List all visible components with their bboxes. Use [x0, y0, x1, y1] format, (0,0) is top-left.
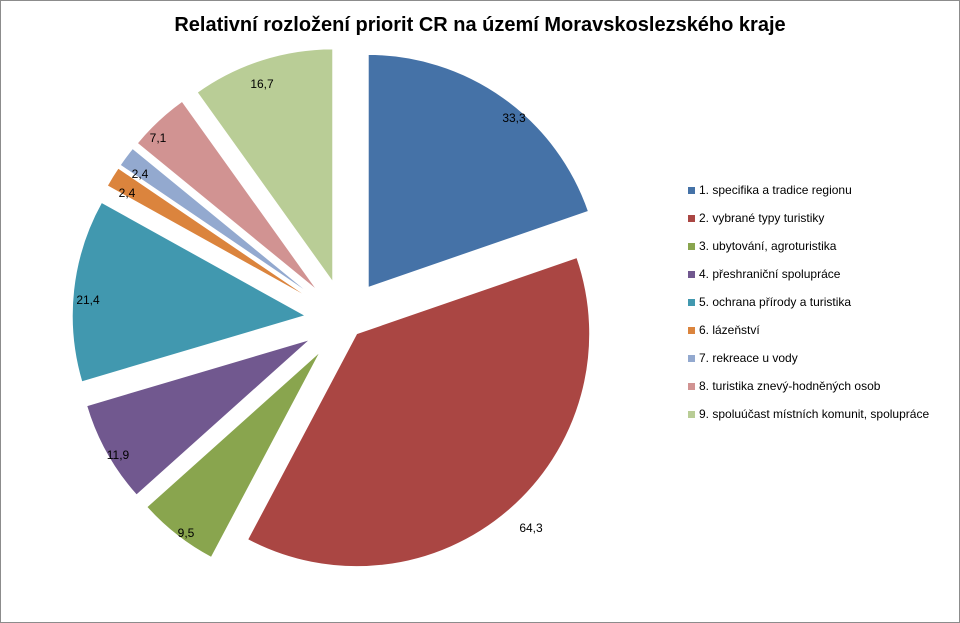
pie-slice-4 [86, 339, 311, 496]
legend-item-7: 7. rekreace u vody [688, 344, 929, 372]
legend-swatch [688, 242, 695, 250]
legend-swatch [688, 382, 695, 390]
pie-slice-5 [71, 201, 307, 383]
legend-item-9: 9. spoluúčast místních komunit, spoluprá… [688, 400, 929, 428]
legend-swatch [688, 214, 695, 222]
data-label-2: 64,3 [519, 521, 543, 535]
chart-title: Relativní rozložení priorit CR na území … [174, 14, 786, 36]
pie-slices [71, 48, 591, 568]
legend-swatch [688, 298, 695, 306]
legend-item-2: 2. vybrané typy turistiky [688, 204, 929, 232]
pie-slice-6 [106, 167, 312, 300]
legend-label: 6. lázeňství [699, 323, 760, 337]
legend-label: 5. ochrana přírody a turistika [699, 295, 852, 309]
legend-item-6: 6. lázeňství [688, 316, 929, 344]
data-label-7: 2,4 [132, 167, 149, 181]
data-label-4: 11,9 [107, 448, 130, 462]
legend-item-3: 3. ubytování, agroturistika [688, 232, 929, 260]
legend-label: 4. přeshraniční spolupráce [699, 267, 841, 281]
legend-item-8: 8. turistika znevý-hodněných osob [688, 372, 929, 400]
pie-slice-1 [367, 53, 590, 289]
pie-slice-9 [196, 48, 334, 284]
data-label-6: 2,4 [119, 186, 136, 200]
legend-item-1: 1. specifika a tradice regionu [688, 176, 929, 204]
data-label-3: 9,5 [178, 526, 195, 540]
data-label-9: 16,7 [250, 77, 274, 91]
legend-item-4: 4. přeshraniční spolupráce [688, 260, 929, 288]
legend-label: 1. specifika a tradice regionu [699, 183, 852, 197]
legend-swatch [688, 354, 695, 362]
legend-label: 8. turistika znevý-hodněných osob [699, 379, 881, 393]
legend-swatch [688, 326, 695, 334]
legend: 1. specifika a tradice regionu 2. vybrané… [688, 176, 929, 428]
pie-slice-2 [246, 256, 591, 568]
pie-slice-7 [119, 147, 314, 297]
legend-swatch [688, 410, 695, 418]
legend-item-5: 5. ochrana přírody a turistika [688, 288, 929, 316]
legend-label: 3. ubytování, agroturistika [699, 239, 837, 253]
data-label-1: 33,3 [502, 111, 526, 125]
legend-swatch [688, 186, 695, 194]
data-label-8: 7,1 [150, 131, 167, 145]
pie-slice-3 [146, 351, 321, 559]
legend-label: 7. rekreace u vody [699, 351, 798, 365]
legend-label: 2. vybrané typy turistiky [699, 211, 825, 225]
legend-swatch [688, 270, 695, 278]
legend-label: 9. spoluúčast místních komunit, spoluprá… [699, 407, 930, 421]
data-labels: 33,3 64,3 9,5 11,9 21,4 2,4 2,4 7,1 16,7 [76, 77, 543, 540]
data-label-5: 21,4 [76, 293, 100, 307]
pie-slice-8 [136, 100, 319, 292]
